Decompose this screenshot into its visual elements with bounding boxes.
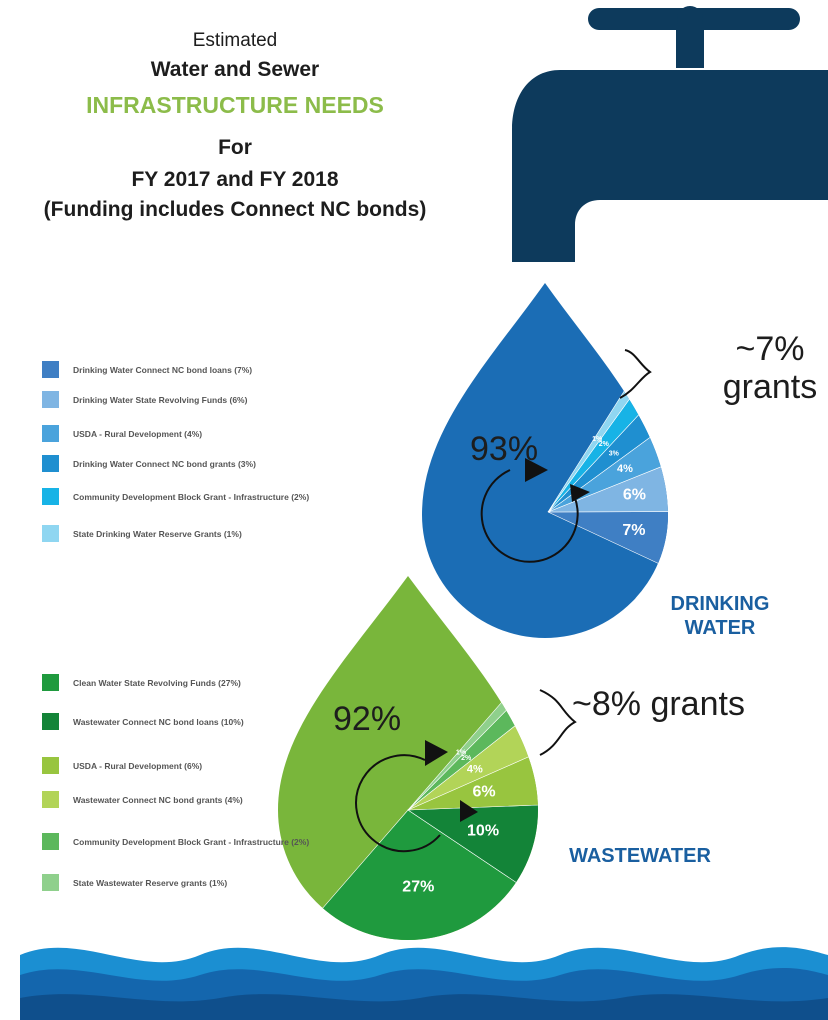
legend-swatch: [42, 455, 59, 472]
chart-title: WASTEWATER: [569, 845, 711, 867]
annotation: 92%: [333, 700, 402, 738]
pie-slice: [407, 673, 538, 811]
header-text: (Funding includes Connect NC bonds): [43, 198, 427, 221]
slice-label: 2%: [461, 755, 472, 762]
slice-label: 2%: [599, 441, 610, 448]
legend-item: Wastewater Connect NC bond grants (4%): [42, 791, 332, 808]
legend-swatch: [42, 833, 59, 850]
waves: [20, 947, 828, 1020]
header-text: Estimated: [192, 30, 278, 51]
legend-swatch: [42, 425, 59, 442]
chart-title: DRINKING WATER: [670, 593, 770, 639]
annotation: ~8% grants: [572, 685, 745, 723]
legend-label: Wastewater Connect NC bond grants (4%): [73, 794, 243, 805]
pie-slice: [547, 510, 668, 606]
legend-label: State Wastewater Reserve grants (1%): [73, 877, 228, 888]
legend-item: Community Development Block Grant - Infr…: [42, 488, 332, 505]
legend-label: Clean Water State Revolving Funds (27%): [73, 677, 241, 688]
legend-item: USDA - Rural Development (4%): [42, 425, 332, 442]
pie-slice: [547, 350, 668, 513]
legend-item: Clean Water State Revolving Funds (27%): [42, 674, 332, 691]
slice-label: 7%: [622, 522, 645, 539]
header-highlight: INFRASTRUCTURE NEEDS: [86, 92, 384, 118]
header-text: FY 2017 and FY 2018: [131, 168, 339, 191]
legend-item: Drinking Water Connect NC bond grants (3…: [42, 455, 332, 472]
legend-swatch: [42, 791, 59, 808]
legend-label: Drinking Water State Revolving Funds (6%…: [73, 394, 248, 405]
legend-label: Wastewater Connect NC bond loans (10%): [73, 716, 244, 727]
header-text: For: [218, 136, 252, 159]
legend-item: Drinking Water State Revolving Funds (6%…: [42, 391, 332, 408]
slice-label: 3%: [609, 450, 620, 457]
legend-label: Community Development Block Grant - Infr…: [73, 491, 310, 502]
arrowheads: [425, 458, 590, 822]
slice-label: 10%: [467, 822, 499, 839]
pie-slice: [407, 801, 538, 933]
slice-label: 6%: [472, 784, 495, 801]
legend-swatch: [42, 757, 59, 774]
legend-item: Community Development Block Grant - Infr…: [42, 833, 332, 850]
legend-item: Drinking Water Connect NC bond loans (7%…: [42, 361, 332, 378]
drop: [422, 283, 668, 638]
legend-item: State Wastewater Reserve grants (1%): [42, 874, 332, 891]
legend-swatch: [42, 674, 59, 691]
legend-label: Community Development Block Grant - Infr…: [73, 836, 310, 847]
legend-item: Wastewater Connect NC bond loans (10%): [42, 713, 332, 730]
legend-swatch: [42, 874, 59, 891]
legend-label: State Drinking Water Reserve Grants (1%): [73, 528, 242, 539]
pie-slice: [278, 809, 538, 940]
slice-label: 4%: [617, 463, 633, 475]
slice-label: 1%: [456, 750, 467, 757]
legend-label: USDA - Rural Development (6%): [73, 760, 203, 771]
slice-label: 1%: [592, 436, 603, 443]
legend-label: Drinking Water Connect NC bond loans (7%…: [73, 364, 253, 375]
legend-item: State Drinking Water Reserve Grants (1%): [42, 525, 332, 542]
slice-label: 6%: [623, 486, 646, 503]
legend-swatch: [42, 525, 59, 542]
pie-slice: [547, 381, 668, 513]
pie-slice: [407, 720, 538, 811]
legend-item: USDA - Rural Development (6%): [42, 757, 332, 774]
legend-label: Drinking Water Connect NC bond grants (3…: [73, 458, 256, 469]
header-text: Water and Sewer: [150, 58, 320, 81]
legend-swatch: [42, 713, 59, 730]
legend-label: USDA - Rural Development (4%): [73, 428, 203, 439]
pie-slice: [547, 429, 668, 513]
arrows: [355, 349, 652, 853]
legend-swatch: [42, 391, 59, 408]
slice-label: 4%: [467, 764, 483, 776]
slice-label: 27%: [402, 879, 434, 896]
legend-swatch: [42, 488, 59, 505]
annotation: ~7% grants: [722, 330, 818, 406]
legend-swatch: [42, 361, 59, 378]
faucet: [512, 6, 828, 262]
annotation: 93%: [470, 430, 539, 468]
